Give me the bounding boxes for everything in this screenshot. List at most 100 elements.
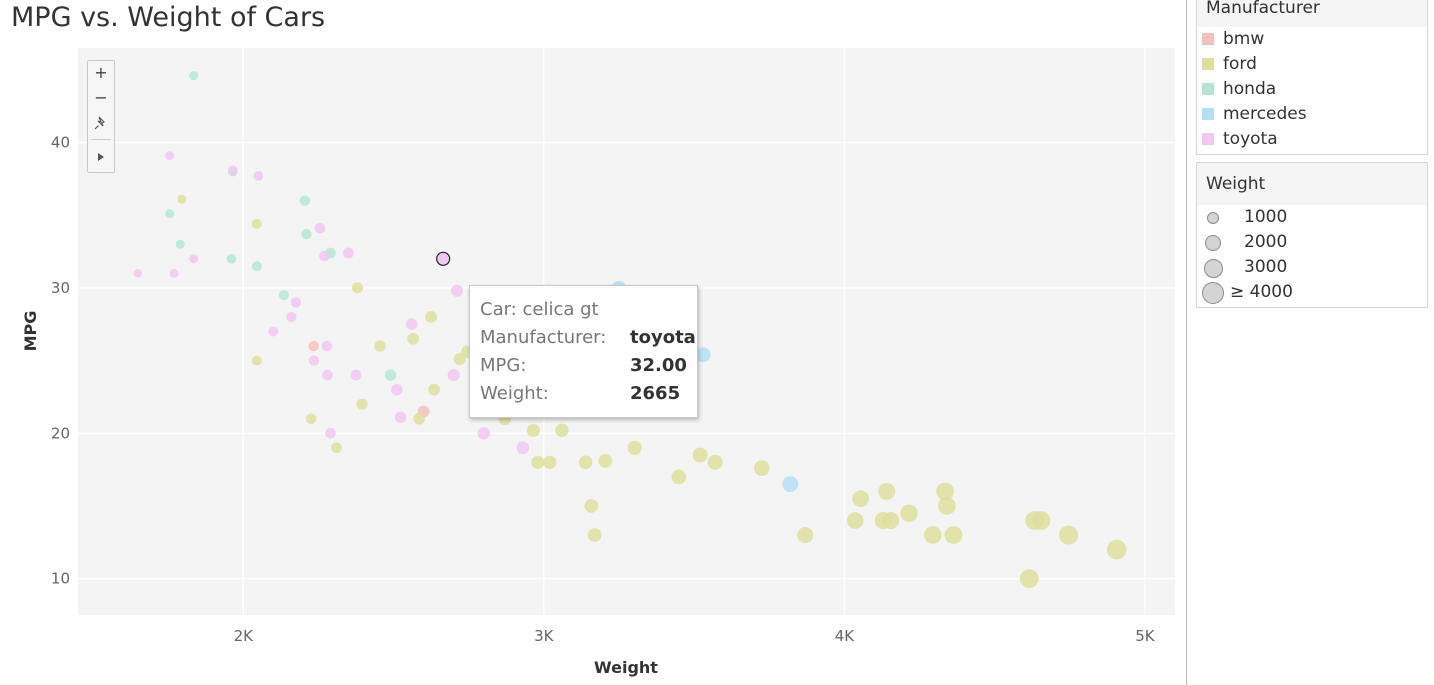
data-point-toyota[interactable] <box>319 250 330 262</box>
size-legend-item[interactable]: 2000 <box>1197 230 1427 255</box>
data-point-ford[interactable] <box>852 490 870 508</box>
play-button[interactable] <box>88 146 114 168</box>
data-point-ford[interactable] <box>543 455 557 469</box>
legend-item-honda[interactable]: honda <box>1197 77 1427 102</box>
data-point-toyota[interactable] <box>314 222 326 234</box>
data-point-ford[interactable] <box>587 528 602 542</box>
data-point-ford[interactable] <box>356 398 368 410</box>
data-point-ford[interactable] <box>425 311 438 323</box>
data-point-ford[interactable] <box>413 412 425 425</box>
legend-item-toyota[interactable]: toyota <box>1197 127 1427 152</box>
data-point-ford[interactable] <box>923 526 942 544</box>
legend-item-bmw[interactable]: bmw <box>1197 27 1427 52</box>
size-legend-label: 1000 <box>1244 207 1288 227</box>
data-point-honda[interactable] <box>301 228 312 240</box>
data-point-toyota[interactable] <box>308 355 320 366</box>
data-point-toyota[interactable] <box>477 427 490 440</box>
data-point-ford[interactable] <box>578 455 593 470</box>
data-point-ford[interactable] <box>531 455 545 469</box>
data-point-mercedes[interactable] <box>782 476 799 493</box>
tooltip-weight-label: Weight: <box>480 383 549 404</box>
data-point-toyota[interactable] <box>405 318 418 331</box>
y-tick-label: 40 <box>51 134 70 152</box>
data-point-honda[interactable] <box>251 261 262 272</box>
data-point-ford[interactable] <box>1031 511 1051 530</box>
data-point-ford[interactable] <box>428 383 441 396</box>
data-point-toyota[interactable] <box>189 254 199 264</box>
data-point-toyota[interactable] <box>268 326 279 337</box>
zoom-out-button[interactable]: − <box>88 87 114 109</box>
data-point-toyota[interactable] <box>516 441 530 455</box>
pin-button[interactable] <box>88 112 114 134</box>
data-point-ford[interactable] <box>251 355 262 366</box>
data-point-toyota[interactable] <box>169 268 179 278</box>
data-point-ford[interactable] <box>878 482 896 500</box>
data-point-ford[interactable] <box>938 497 956 515</box>
size-legend-item[interactable]: ≥ 4000 <box>1197 280 1427 305</box>
data-point-ford[interactable] <box>900 504 918 522</box>
data-point-ford[interactable] <box>692 447 708 463</box>
data-point-ford[interactable] <box>944 526 963 544</box>
data-point-ford[interactable] <box>555 423 569 438</box>
data-point-toyota[interactable] <box>227 165 238 175</box>
data-point-toyota[interactable] <box>133 269 143 278</box>
manufacturer-legend-items: bmw ford honda mercedes toyota <box>1197 27 1427 152</box>
size-legend-circle <box>1205 235 1221 251</box>
data-point-ford[interactable] <box>584 499 599 513</box>
data-point-toyota[interactable] <box>350 369 362 381</box>
data-point-ford[interactable] <box>177 194 187 204</box>
data-point-ford[interactable] <box>882 511 900 530</box>
data-point-toyota[interactable] <box>321 340 333 352</box>
data-point-ford[interactable] <box>305 413 317 424</box>
data-point-toyota[interactable] <box>322 369 333 381</box>
data-point-ford[interactable] <box>1106 539 1127 560</box>
y-tick-label: 20 <box>51 424 70 442</box>
size-legend-item[interactable]: 3000 <box>1197 255 1427 280</box>
data-point-ford[interactable] <box>1019 569 1039 588</box>
data-point-ford[interactable] <box>526 423 540 437</box>
data-point-ford[interactable] <box>453 353 466 366</box>
data-point-toyota[interactable] <box>391 383 403 396</box>
data-point-toyota[interactable] <box>325 427 336 439</box>
tooltip-manufacturer-value: toyota <box>630 327 696 348</box>
data-point-honda[interactable] <box>278 290 289 301</box>
data-point-bmw[interactable] <box>308 340 319 352</box>
legend-swatch <box>1202 83 1214 95</box>
data-point-toyota[interactable] <box>343 247 354 259</box>
data-point-ford[interactable] <box>251 218 262 229</box>
data-point-toyota[interactable] <box>447 369 460 382</box>
data-point-ford[interactable] <box>331 442 342 454</box>
data-point-honda[interactable] <box>384 369 397 381</box>
data-point-ford[interactable] <box>671 469 687 485</box>
data-point-ford[interactable] <box>707 454 723 470</box>
data-point-ford[interactable] <box>846 512 864 529</box>
data-point-toyota[interactable] <box>165 151 175 161</box>
data-point-ford[interactable] <box>598 453 613 468</box>
data-point-mercedes[interactable] <box>695 347 711 363</box>
data-point-ford[interactable] <box>374 340 386 352</box>
data-point-honda[interactable] <box>299 195 311 206</box>
legend-label: bmw <box>1223 29 1265 49</box>
zoom-in-button[interactable]: + <box>88 62 114 84</box>
data-point-ford[interactable] <box>407 332 419 345</box>
data-point-honda[interactable] <box>175 239 185 249</box>
data-point-toyota[interactable] <box>286 311 297 323</box>
data-point-ford[interactable] <box>936 482 954 501</box>
data-point-ford[interactable] <box>1059 525 1079 545</box>
highlighted-data-point[interactable] <box>436 251 451 266</box>
data-point-honda[interactable] <box>189 71 199 81</box>
data-point-toyota[interactable] <box>290 297 302 308</box>
data-point-toyota[interactable] <box>450 284 464 297</box>
data-point-ford[interactable] <box>352 282 364 294</box>
data-point-honda[interactable] <box>165 209 175 219</box>
legend-item-mercedes[interactable]: mercedes <box>1197 102 1427 127</box>
x-axis-title: Weight <box>594 658 658 677</box>
data-point-ford[interactable] <box>753 460 770 476</box>
data-point-ford[interactable] <box>627 440 642 455</box>
data-point-ford[interactable] <box>797 526 814 544</box>
data-point-toyota[interactable] <box>394 411 407 424</box>
data-point-toyota[interactable] <box>253 170 264 181</box>
size-legend-item[interactable]: 1000 <box>1197 205 1427 230</box>
data-point-honda[interactable] <box>226 254 237 264</box>
legend-item-ford[interactable]: ford <box>1197 52 1427 77</box>
